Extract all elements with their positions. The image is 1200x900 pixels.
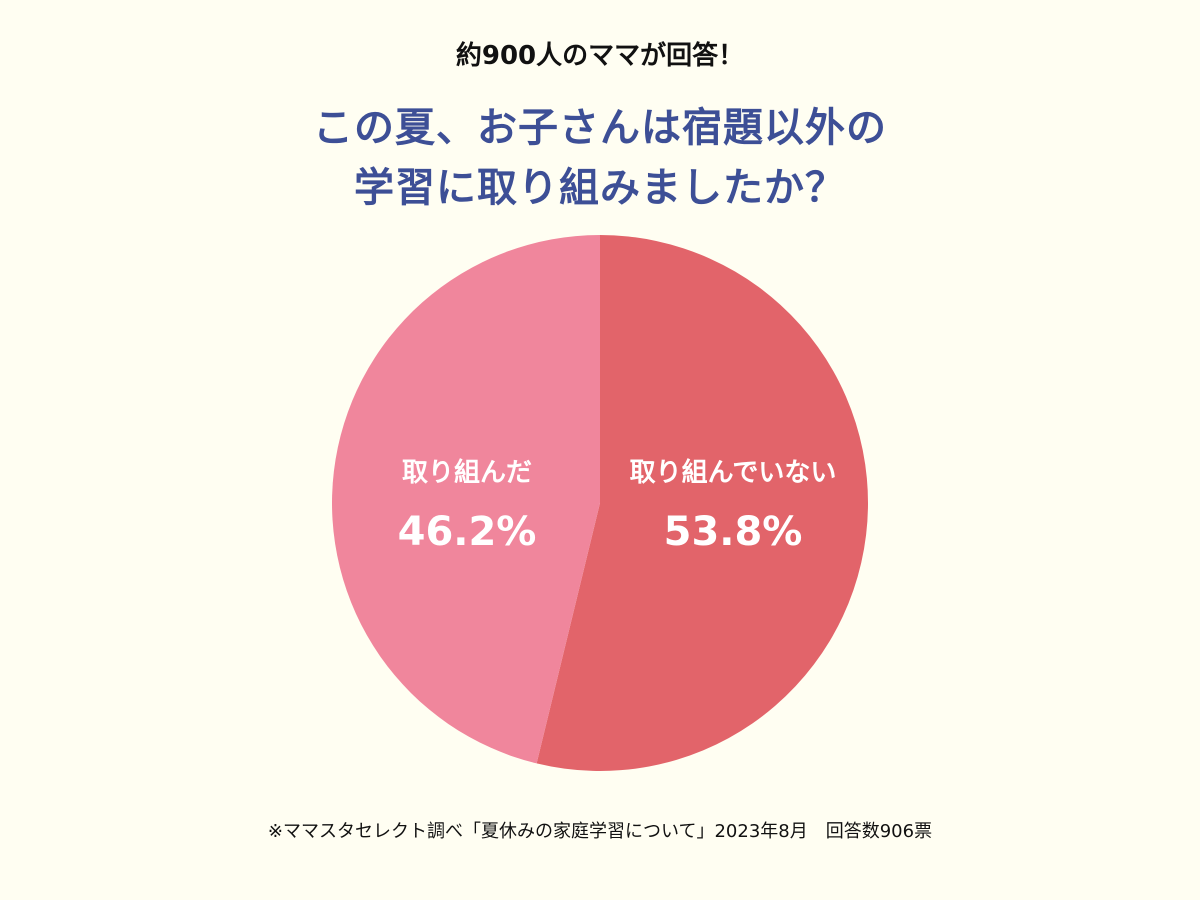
- chart-title: この夏、お子さんは宿題以外の 学習に取り組みましたか？: [0, 98, 1200, 218]
- slice-value-1: 53.8%: [664, 509, 803, 555]
- chart-subtitle: 約900人のママが回答！: [455, 41, 745, 71]
- pie-slice-1: [536, 235, 869, 771]
- chart-title-line-1: この夏、お子さんは宿題以外の: [313, 105, 887, 151]
- slice-label-2: 取り組んだ: [402, 457, 532, 488]
- pie-slice-2: [332, 235, 600, 764]
- slice-value-2: 46.2%: [398, 509, 537, 555]
- source-footnote: ※ママスタセレクト調べ「夏休みの家庭学習について」2023年8月 回答数906票: [267, 821, 933, 842]
- chart-title-line-2: 学習に取り組みましたか？: [354, 165, 846, 211]
- slice-label-1: 取り組んでいない: [630, 457, 837, 488]
